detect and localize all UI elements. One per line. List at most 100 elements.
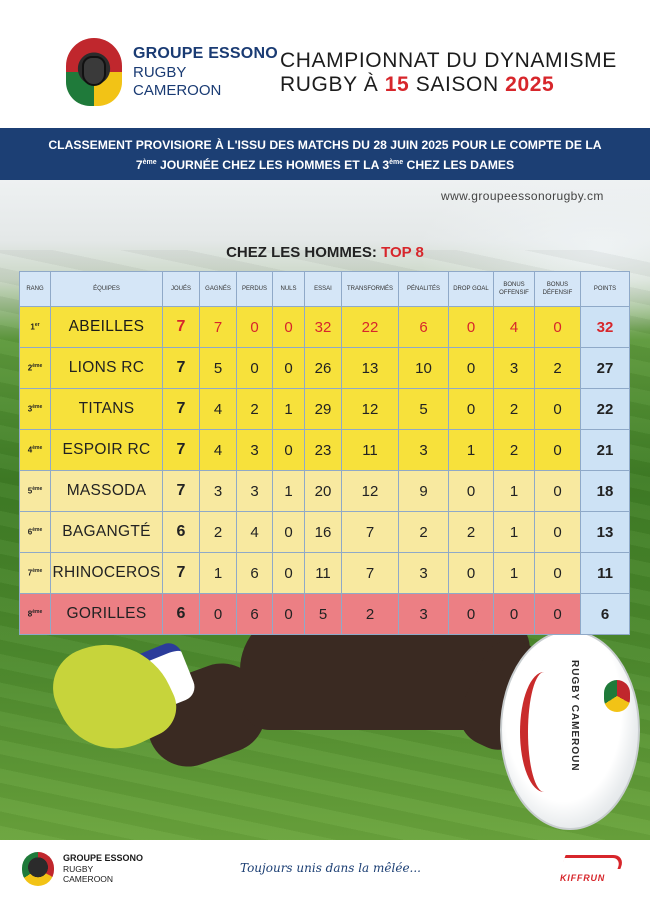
standings-table: RANG ÉQUIPES JOUÉS GAGNÉS PERDUS NULS ES… [19,271,630,635]
nuls-cell: 1 [272,388,305,430]
team-cell: ESPOIR RC [50,429,163,471]
nuls-cell: 0 [272,347,305,389]
joues-cell: 7 [162,429,200,471]
bonus-off-cell: 1 [493,470,535,512]
transformes-cell: 22 [341,306,399,348]
nuls-cell: 0 [272,511,305,553]
gagnes-cell: 4 [199,388,237,430]
essai-cell: 26 [304,347,342,389]
essai-cell: 23 [304,429,342,471]
transformes-cell: 7 [341,511,399,553]
points-cell: 22 [580,388,630,430]
bonus-def-cell: 0 [534,429,581,471]
team-cell: BAGANGTÉ [50,511,163,553]
essai-cell: 16 [304,511,342,553]
sponsor-name: KIFFRUN [560,873,606,883]
slogan: Toujours unis dans la mêlée... [240,861,421,875]
col-drop-goal: DROP GOAL [448,271,494,307]
col-rang: RANG [19,271,51,307]
table-row: 8ème GORILLES 6 0 6 0 5 2 3 0 0 0 6 [19,593,630,635]
col-essai: ESSAI [304,271,342,307]
table-row: 5ème MASSODA 7 3 3 1 20 12 9 0 1 0 18 [19,470,630,512]
essai-cell: 20 [304,470,342,512]
title-year: 2025 [505,73,555,96]
rank-cell: 2ème [19,347,51,389]
joues-cell: 6 [162,511,200,553]
team-cell: TITANS [50,388,163,430]
website-link[interactable]: www.groupeessonorugby.cm [441,189,604,203]
perdus-cell: 0 [236,306,273,348]
transformes-cell: 12 [341,470,399,512]
col-perdus: PERDUS [236,271,273,307]
rank-cell: 1er [19,306,51,348]
gagnes-cell: 1 [199,552,237,594]
col-bonus-offensif: BONUS OFFENSIF [493,271,535,307]
team-cell: MASSODA [50,470,163,512]
perdus-cell: 2 [236,388,273,430]
penalites-cell: 3 [398,593,449,635]
penalites-cell: 10 [398,347,449,389]
drop-goal-cell: 0 [448,470,494,512]
points-cell: 32 [580,306,630,348]
team-cell: RHINOCEROS [50,552,163,594]
gagnes-cell: 5 [199,347,237,389]
lion-logo-icon [66,38,122,106]
joues-cell: 7 [162,347,200,389]
penalites-cell: 5 [398,388,449,430]
rank-cell: 8ème [19,593,51,635]
penalites-cell: 6 [398,306,449,348]
header: GROUPE ESSONO RUGBY CAMEROON Championnat… [0,0,650,128]
perdus-cell: 0 [236,347,273,389]
perdus-cell: 6 [236,552,273,594]
rank-cell: 6ème [19,511,51,553]
brand-name: GROUPE ESSONO [133,45,278,62]
table-title: CHEZ LES HOMMES: TOP 8 [226,244,424,261]
table-row: 6ème BAGANGTÉ 6 2 4 0 16 7 2 2 1 0 13 [19,511,630,553]
nuls-cell: 0 [272,429,305,471]
nuls-cell: 1 [272,470,305,512]
joues-cell: 7 [162,552,200,594]
penalites-cell: 3 [398,429,449,471]
col-points: POINTS [580,271,630,307]
team-cell: ABEILLES [50,306,163,348]
drop-goal-cell: 0 [448,593,494,635]
col-nuls: NULS [272,271,305,307]
standings-body: 1er ABEILLES 7 7 0 0 32 22 6 0 4 0 32 2ème LIONS RC 7 5 0… [19,306,630,635]
col-gagnes: GAGNÉS [199,271,237,307]
standings-banner: CLASSEMENT PROVISIORE À L'ISSU DES MATCH… [0,128,650,180]
footer-brand-sub1: RUGBY [63,864,94,874]
perdus-cell: 6 [236,593,273,635]
bonus-off-cell: 1 [493,511,535,553]
joues-cell: 6 [162,593,200,635]
drop-goal-cell: 0 [448,388,494,430]
bonus-off-cell: 1 [493,552,535,594]
essai-cell: 11 [304,552,342,594]
joues-cell: 7 [162,306,200,348]
banner-line2: 7ème JOURNÉE CHEZ LES HOMMES ET LA 3ème … [135,158,515,173]
table-row: 1er ABEILLES 7 7 0 0 32 22 6 0 4 0 32 [19,306,630,348]
standings-table-wrapper: RANG ÉQUIPES JOUÉS GAGNÉS PERDUS NULS ES… [19,271,630,635]
bonus-def-cell: 0 [534,593,581,635]
bonus-off-cell: 3 [493,347,535,389]
transformes-cell: 13 [341,347,399,389]
bonus-def-cell: 0 [534,552,581,594]
nuls-cell: 0 [272,552,305,594]
points-cell: 27 [580,347,630,389]
joues-cell: 7 [162,388,200,430]
rugby-ball [500,630,640,830]
perdus-cell: 3 [236,470,273,512]
footer [0,840,650,898]
table-row: 7ème RHINOCEROS 7 1 6 0 11 7 3 0 1 0 11 [19,552,630,594]
bonus-def-cell: 0 [534,511,581,553]
nuls-cell: 0 [272,593,305,635]
brand-sub1: RUGBY [133,64,187,81]
col-penalites: PÉNALITÉS [398,271,449,307]
drop-goal-cell: 0 [448,347,494,389]
table-row: 2ème LIONS RC 7 5 0 0 26 13 10 0 3 2 27 [19,347,630,389]
title-fifteen: 15 [384,73,410,96]
penalites-cell: 3 [398,552,449,594]
penalites-cell: 9 [398,470,449,512]
points-cell: 6 [580,593,630,635]
bonus-off-cell: 2 [493,388,535,430]
footer-brand-name: GROUPE ESSONO [63,853,144,863]
